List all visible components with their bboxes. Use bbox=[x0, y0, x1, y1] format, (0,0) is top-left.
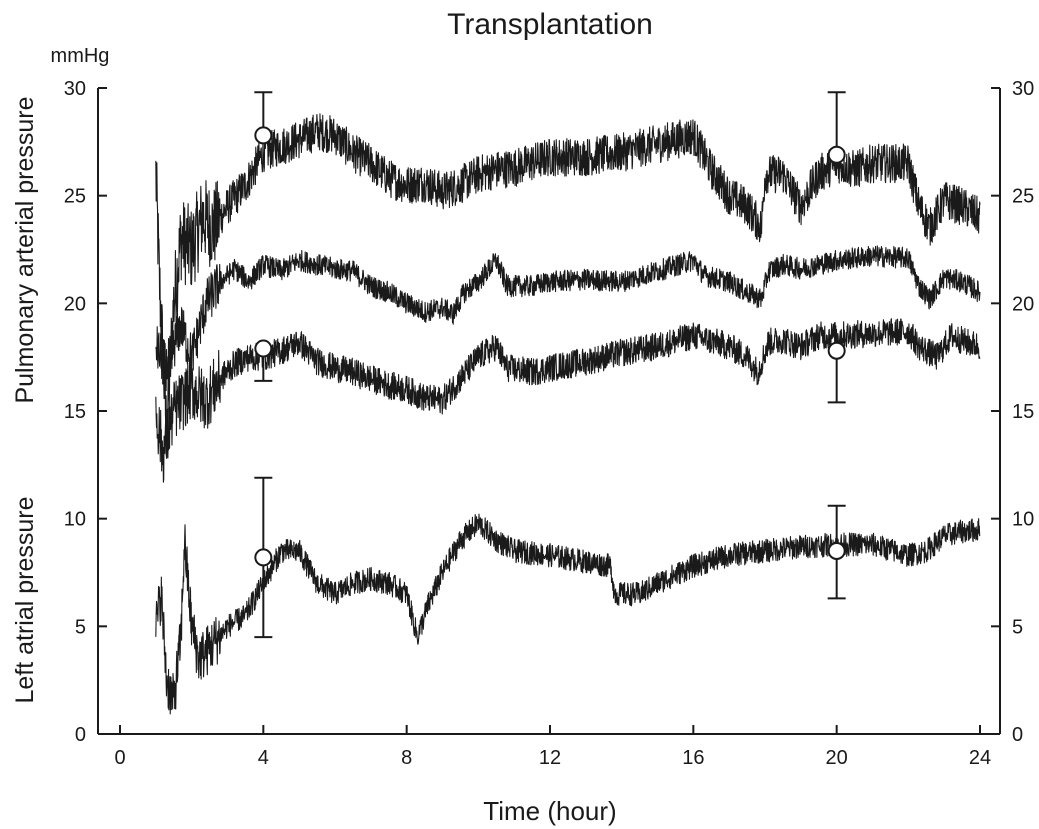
y-tick-label-right: 15 bbox=[1012, 401, 1034, 423]
y-axis-label-pulmonary: Pulmonary arterial pressure bbox=[11, 96, 39, 403]
y-tick-label-left: 25 bbox=[64, 186, 86, 208]
data-marker bbox=[827, 541, 846, 560]
y-tick-label-right: 10 bbox=[1012, 509, 1034, 531]
y-tick-label-right: 20 bbox=[1012, 293, 1034, 315]
y-tick-label-right: 30 bbox=[1012, 78, 1034, 100]
x-tick-label: 24 bbox=[969, 747, 991, 769]
traces bbox=[155, 113, 981, 715]
y-tick-label-left: 30 bbox=[64, 78, 86, 100]
y-axis-label-left-atrial: Left atrial pressure bbox=[11, 496, 39, 703]
y-tick-label-left: 20 bbox=[64, 293, 86, 315]
x-tick-label: 16 bbox=[682, 747, 704, 769]
x-axis-label: Time (hour) bbox=[483, 796, 616, 826]
data-marker bbox=[254, 548, 273, 567]
x-tick-label: 4 bbox=[258, 747, 269, 769]
data-marker bbox=[827, 341, 846, 360]
axes: 0 0 5 5 10 10 15 15 20 20 25 25 30 30 0 4 8 12 16 20 24 bbox=[64, 78, 1035, 769]
trace-pap_mean bbox=[155, 245, 981, 392]
data-marker bbox=[827, 145, 846, 164]
y-tick-label-left: 10 bbox=[64, 509, 86, 531]
markers bbox=[254, 91, 846, 639]
y-tick-label-left: 5 bbox=[75, 616, 86, 638]
y-tick-label-right: 25 bbox=[1012, 186, 1034, 208]
data-marker bbox=[254, 126, 273, 145]
y-unit-label: mmHg bbox=[51, 45, 110, 67]
y-tick-label-left: 15 bbox=[64, 401, 86, 423]
trace-pap_diastolic bbox=[155, 318, 981, 483]
trace-pap_systolic bbox=[155, 113, 981, 459]
x-tick-label: 8 bbox=[401, 747, 412, 769]
x-tick-label: 12 bbox=[539, 747, 561, 769]
x-tick-label: 20 bbox=[826, 747, 848, 769]
trace-lap bbox=[155, 513, 981, 715]
data-marker bbox=[254, 339, 273, 358]
y-tick-label-left: 0 bbox=[75, 724, 86, 746]
y-tick-label-right: 0 bbox=[1012, 724, 1023, 746]
y-tick-label-right: 5 bbox=[1012, 616, 1023, 638]
chart-title: Transplantation bbox=[447, 8, 653, 41]
x-tick-label: 0 bbox=[114, 747, 125, 769]
